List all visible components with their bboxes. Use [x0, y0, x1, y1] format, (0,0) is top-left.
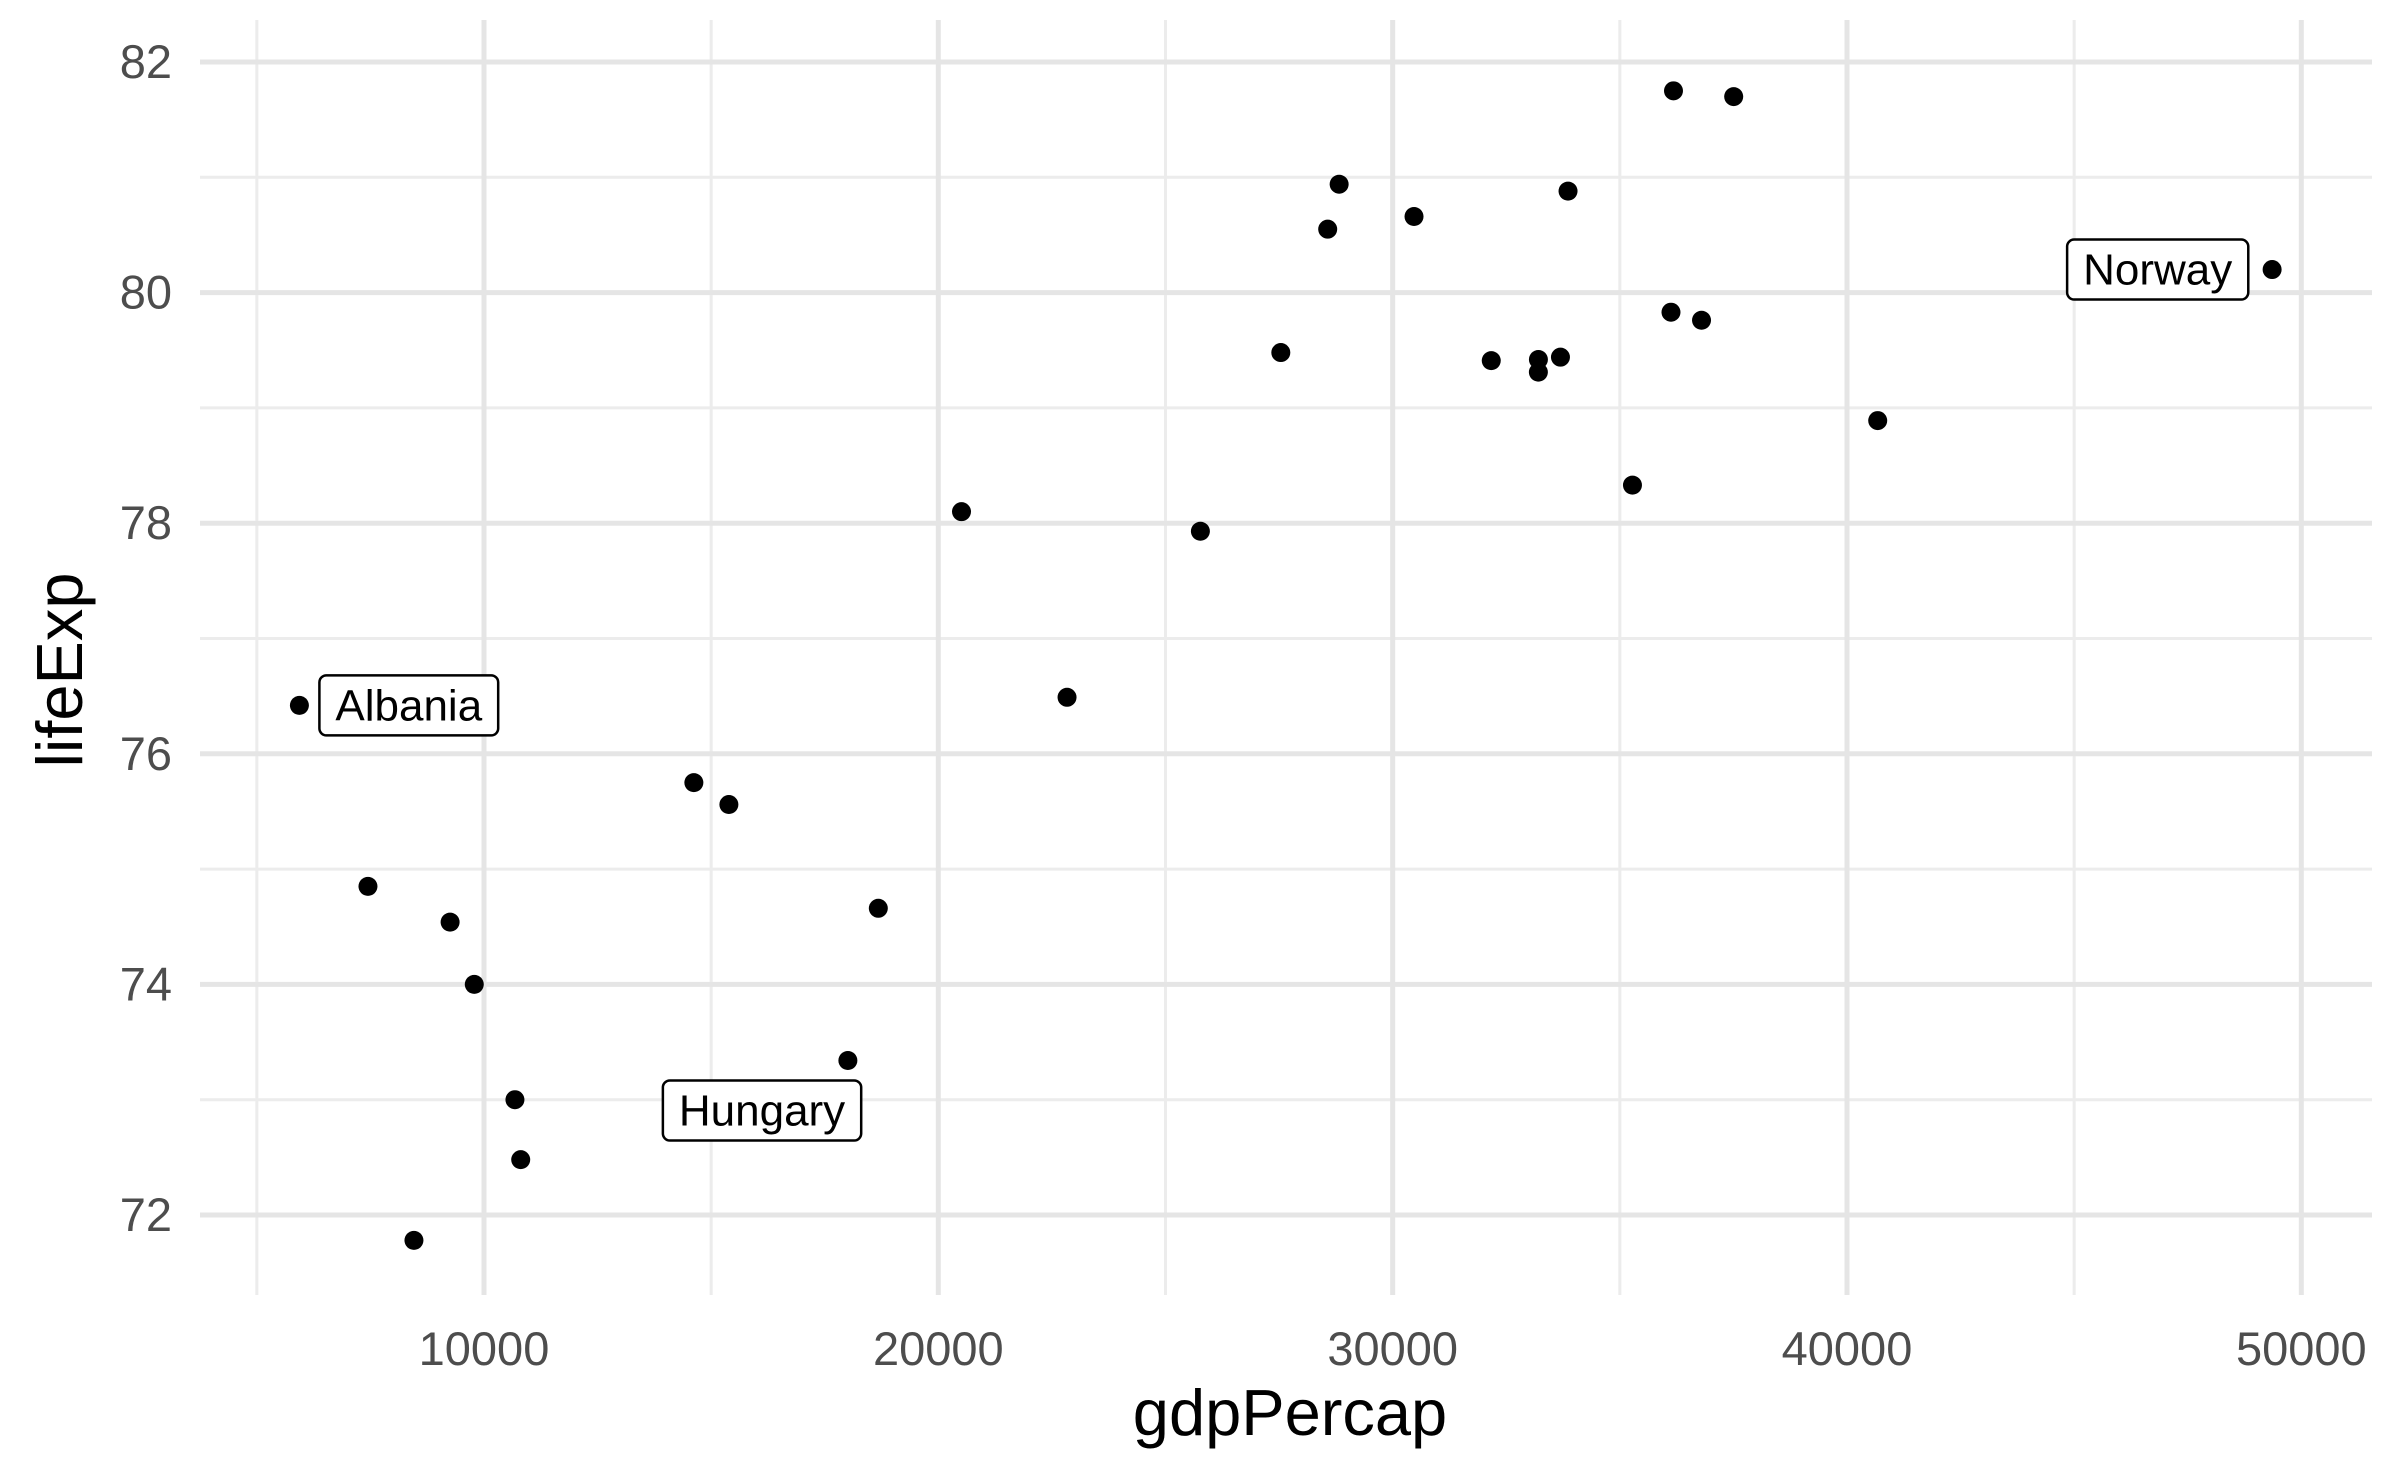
x-tick-label: 40000: [1782, 1322, 1913, 1375]
y-tick-label: 78: [120, 496, 172, 549]
data-point: [1404, 207, 1424, 227]
minor-gridlines: [200, 20, 2372, 1295]
point-label: Hungary: [661, 1079, 863, 1142]
data-point: [358, 876, 378, 896]
x-tick-label: 30000: [1327, 1322, 1458, 1375]
y-tick-label: 72: [120, 1188, 172, 1241]
y-axis-title: lifeExp: [23, 572, 96, 767]
x-tick-label: 50000: [2236, 1322, 2367, 1375]
data-point: [511, 1150, 531, 1170]
y-tick-label: 76: [120, 727, 172, 780]
y-axis-ticks: 72 74 76 78 80 82: [120, 35, 172, 1241]
data-point: [1868, 411, 1888, 431]
y-tick-label: 80: [120, 266, 172, 319]
data-point: [1661, 302, 1681, 322]
x-tick-label: 10000: [419, 1322, 550, 1375]
major-gridlines: [200, 20, 2372, 1295]
x-tick-label: 20000: [873, 1322, 1004, 1375]
point-label: Albania: [318, 674, 500, 737]
data-point: [1663, 81, 1683, 101]
data-point: [1329, 174, 1349, 194]
data-point: [1622, 475, 1642, 495]
data-point: [505, 1090, 525, 1110]
x-axis-title: gdpPercap: [1133, 1376, 1447, 1449]
point-label-text: Albania: [335, 681, 482, 730]
y-tick-label: 82: [120, 35, 172, 88]
data-point: [684, 773, 704, 793]
data-point: [464, 974, 484, 994]
data-point: [868, 898, 888, 918]
x-axis-ticks: 10000 20000 30000 40000 50000: [419, 1322, 2367, 1375]
data-point: [1550, 347, 1570, 367]
point-label-box: [2065, 238, 2250, 301]
point-label: Norway: [2065, 238, 2250, 301]
data-point: [404, 1230, 424, 1250]
point-labels: Albania Hungary Norway: [318, 238, 2250, 1142]
data-point: [1318, 219, 1338, 239]
data-point: [1724, 87, 1744, 107]
data-point: [1528, 362, 1548, 382]
data-points: [289, 81, 2282, 1250]
point-label-text: Hungary: [679, 1086, 845, 1135]
y-tick-label: 74: [120, 957, 172, 1010]
data-point: [2262, 260, 2282, 280]
data-point: [838, 1050, 858, 1070]
point-label-text: Norway: [2083, 246, 2232, 295]
data-point: [1692, 310, 1712, 330]
data-point: [1271, 343, 1291, 363]
data-point: [1190, 521, 1210, 541]
data-point: [1481, 351, 1501, 371]
data-point: [289, 695, 309, 715]
data-point: [1558, 181, 1578, 201]
data-point: [952, 502, 972, 522]
data-point: [1057, 687, 1077, 707]
data-point: [719, 795, 739, 815]
point-label-box: [661, 1079, 863, 1142]
data-point: [440, 912, 460, 932]
point-label-box: [318, 674, 500, 737]
